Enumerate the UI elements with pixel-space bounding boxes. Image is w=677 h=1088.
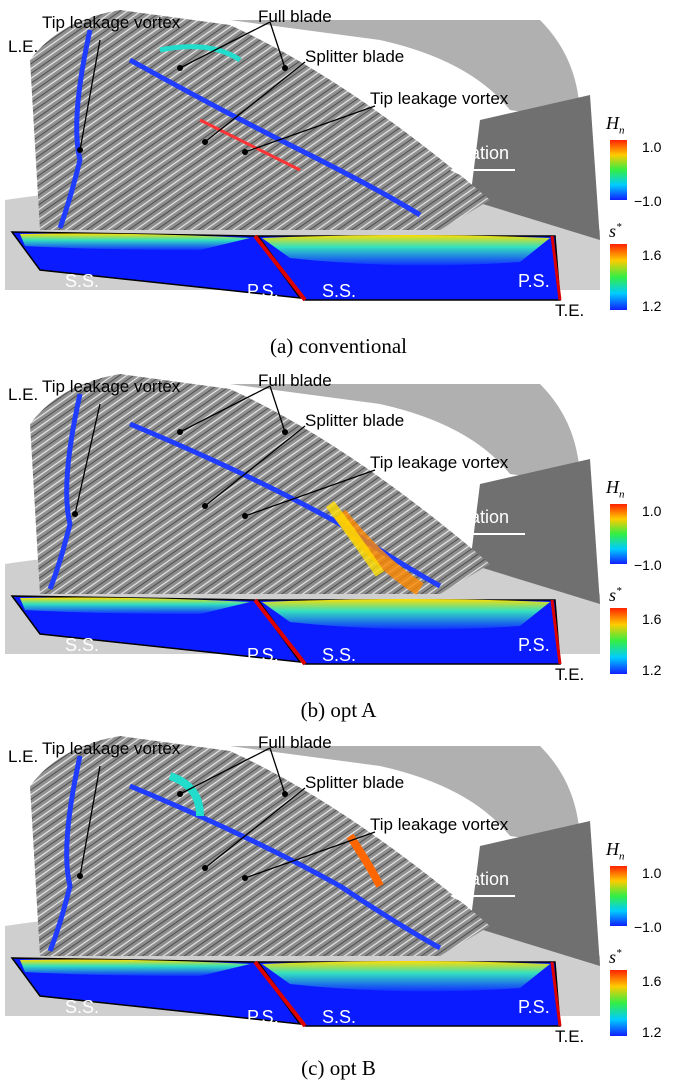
hn-symbol: Hn — [606, 113, 625, 137]
s-max: 1.6 — [642, 247, 662, 263]
ss-label-2: S.S. — [322, 645, 357, 665]
panel-b: L.E. Tip leakage vortex Full blade Split… — [0, 364, 677, 726]
caption-b: (b) opt A — [300, 698, 377, 722]
full-blade-label: Full blade — [258, 733, 332, 752]
hn-min: −1.0 — [634, 193, 662, 209]
hn-max: 1.0 — [642, 503, 662, 519]
blade-visualization-b — [5, 374, 627, 674]
hn-symbol: Hn — [606, 839, 625, 863]
hn-max: 1.0 — [642, 139, 662, 155]
ps-label-1: P.S. — [247, 1007, 279, 1027]
te-label: T.E. — [555, 301, 585, 320]
s-min: 1.2 — [642, 298, 662, 314]
s-symbol: s* — [609, 585, 622, 605]
s-symbol: s* — [609, 947, 622, 967]
s-max: 1.6 — [642, 611, 662, 627]
ps-label-1: P.S. — [247, 281, 279, 301]
hn-min: −1.0 — [634, 919, 662, 935]
ss-label-2: S.S. — [322, 281, 357, 301]
te-label: T.E. — [555, 1027, 585, 1046]
ss-label-1: S.S. — [65, 635, 100, 655]
caption-a: (a) conventional — [269, 334, 408, 358]
hn-symbol: Hn — [606, 477, 625, 501]
full-blade-label: Full blade — [258, 371, 332, 390]
caption-c: (c) opt B — [301, 1056, 376, 1080]
ps-label-2: P.S. — [518, 271, 550, 291]
ss-label-1: S.S. — [65, 271, 100, 291]
ss-label-2: S.S. — [322, 1007, 357, 1027]
tlv-right-label: Tip leakage vortex — [370, 89, 509, 108]
le-label: L.E. — [8, 385, 39, 404]
splitter-blade-label: Splitter blade — [305, 411, 405, 430]
s-max: 1.6 — [642, 973, 662, 989]
le-label: L.E. — [8, 747, 39, 766]
tlv-left-label: Tip leakage vortex — [42, 13, 181, 32]
full-blade-label: Full blade — [258, 7, 332, 26]
hn-min: −1.0 — [634, 557, 662, 573]
s-min: 1.2 — [642, 662, 662, 678]
rotation-label: Rotation — [442, 869, 510, 889]
rotation-label: Rotation — [442, 143, 510, 163]
panel-c: L.E. Tip leakage vortex Full blade Split… — [0, 726, 677, 1088]
ps-label-2: P.S. — [518, 997, 550, 1017]
le-label: L.E. — [8, 37, 39, 56]
tlv-left-label: Tip leakage vortex — [42, 377, 181, 396]
panel-a: L.E. Tip leakage vortex Full blade Split… — [0, 0, 677, 362]
ss-label-1: S.S. — [65, 997, 100, 1017]
tlv-right-label: Tip leakage vortex — [370, 815, 509, 834]
splitter-blade-label: Splitter blade — [305, 47, 405, 66]
s-min: 1.2 — [642, 1024, 662, 1040]
blade-visualization-c — [5, 736, 627, 1036]
tlv-left-label: Tip leakage vortex — [42, 739, 181, 758]
ps-label-2: P.S. — [518, 635, 550, 655]
tlv-right-label: Tip leakage vortex — [370, 453, 509, 472]
ps-label-1: P.S. — [247, 645, 279, 665]
rotation-label: Rotation — [442, 507, 510, 527]
blade-visualization-a — [5, 10, 627, 310]
hn-max: 1.0 — [642, 865, 662, 881]
splitter-blade-label: Splitter blade — [305, 773, 405, 792]
te-label: T.E. — [555, 665, 585, 684]
s-symbol: s* — [609, 221, 622, 241]
